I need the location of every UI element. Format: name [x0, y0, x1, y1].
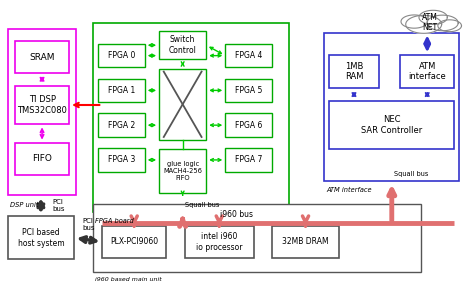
Polygon shape [438, 20, 462, 32]
Text: intel i960
io processor: intel i960 io processor [196, 232, 243, 252]
Text: ATM
NET: ATM NET [422, 13, 438, 32]
Text: ATM interface: ATM interface [327, 187, 373, 193]
Bar [185, 226, 254, 258]
Text: FPGA 5: FPGA 5 [235, 86, 263, 95]
Text: i960 based main unit: i960 based main unit [95, 277, 162, 282]
Text: 32MB DRAM: 32MB DRAM [282, 237, 329, 246]
Bar [329, 101, 455, 149]
Bar [159, 31, 206, 59]
Bar [93, 23, 289, 212]
Text: FIFO: FIFO [32, 154, 52, 163]
Text: 1MB
RAM: 1MB RAM [345, 62, 363, 81]
Text: i960 bus: i960 bus [220, 210, 254, 219]
Text: NEC
SAR Controller: NEC SAR Controller [361, 115, 422, 135]
Text: glue logic
MACH4-256
FIFO: glue logic MACH4-256 FIFO [163, 161, 202, 181]
Text: FPGA 6: FPGA 6 [235, 121, 263, 130]
Bar [15, 41, 69, 73]
Text: FPGA 0: FPGA 0 [108, 51, 135, 60]
Text: FPGA 2: FPGA 2 [108, 121, 135, 130]
Bar [93, 204, 421, 272]
Text: Squall bus: Squall bus [394, 171, 428, 177]
Bar [225, 44, 273, 67]
Text: PCI
bus: PCI bus [82, 218, 94, 231]
Text: ATM
interface: ATM interface [408, 62, 446, 81]
Bar [400, 55, 455, 88]
Bar [159, 149, 206, 193]
Bar [225, 148, 273, 172]
Text: FPGA 3: FPGA 3 [108, 155, 135, 164]
Text: FPGA 4: FPGA 4 [235, 51, 263, 60]
Bar [225, 79, 273, 102]
Bar [324, 33, 459, 181]
Text: DSP unit: DSP unit [10, 202, 39, 208]
Bar [98, 148, 145, 172]
Bar [273, 226, 338, 258]
Bar [15, 85, 69, 125]
Bar [159, 69, 206, 140]
Bar [8, 29, 76, 195]
Bar [329, 55, 379, 88]
Text: PLX-PCI9060: PLX-PCI9060 [110, 237, 158, 246]
Bar [98, 113, 145, 137]
Text: FPGA board: FPGA board [95, 218, 134, 224]
Bar [8, 216, 74, 259]
Text: Switch
Control: Switch Control [169, 35, 197, 55]
Text: TI DSP
TMS32C080: TI DSP TMS32C080 [17, 95, 67, 115]
Text: FPGA 1: FPGA 1 [108, 86, 135, 95]
Bar [102, 226, 166, 258]
Bar [98, 79, 145, 102]
Text: SRAM: SRAM [29, 53, 55, 61]
Polygon shape [401, 15, 428, 28]
Bar [15, 143, 69, 175]
Polygon shape [406, 15, 442, 33]
Text: PCI
bus: PCI bus [53, 199, 65, 212]
Bar [225, 113, 273, 137]
Text: PCI based
host system: PCI based host system [18, 228, 64, 248]
Text: Squall bus: Squall bus [185, 202, 219, 208]
Polygon shape [419, 10, 447, 24]
Polygon shape [427, 15, 458, 31]
Text: FPGA 7: FPGA 7 [235, 155, 263, 164]
Bar [98, 44, 145, 67]
